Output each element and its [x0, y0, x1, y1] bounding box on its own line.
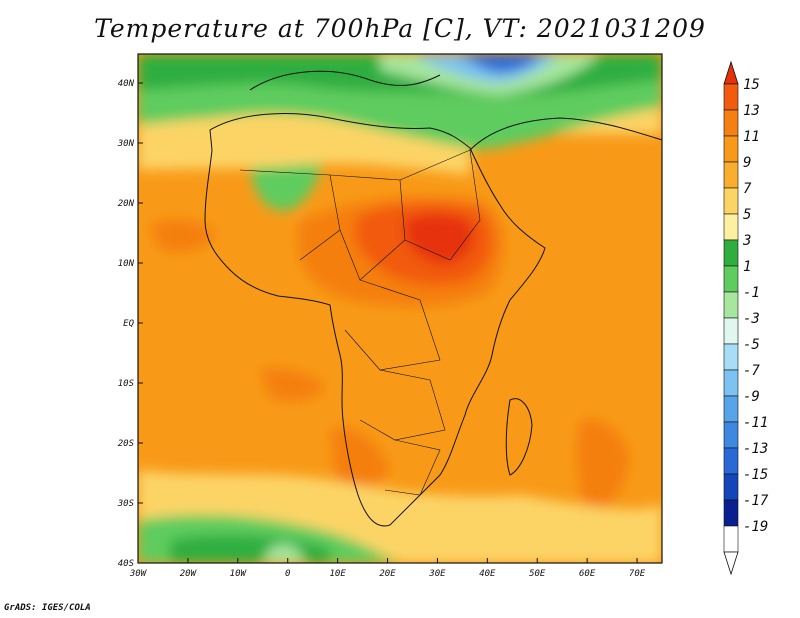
x-tick-label: 60E [579, 569, 596, 579]
colorbar-label: -7 [743, 363, 760, 379]
colorbar-label: 3 [742, 233, 751, 249]
y-tick-label: 10N [118, 259, 135, 269]
colorbar-segment [723, 499, 739, 527]
colorbar-segment [723, 473, 739, 501]
colorbar-segment [723, 343, 739, 371]
colorbar-segment [723, 265, 739, 293]
colorbar-label: -17 [743, 493, 769, 509]
colorbar-segment [723, 239, 739, 267]
y-tick-label: 20N [118, 199, 135, 209]
x-tick-label: 20E [379, 569, 396, 579]
x-tick-label: 10E [329, 569, 346, 579]
colorbar-top-arrow [723, 60, 739, 85]
y-tick-label: 30N [117, 139, 135, 149]
colorbar-label: -5 [743, 337, 760, 353]
colorbar-label: 13 [743, 103, 760, 119]
colorbar-label: 1 [743, 259, 751, 275]
colorbar-segment [723, 187, 739, 215]
x-tick-label: 70E [629, 569, 646, 579]
y-tick-label: EQ [123, 319, 134, 329]
colorbar-label: 7 [743, 181, 752, 197]
x-tick-label: 40E [479, 569, 496, 579]
map-frame [137, 53, 663, 564]
colorbar-segment [723, 447, 739, 475]
colorbar-segment [723, 421, 739, 449]
colorbar-bottom-arrow [723, 551, 739, 576]
x-axis: 30W 20W 10W 0 10E 20E 30E 40E 50E 60E 70E [129, 558, 646, 579]
y-tick-label: 20S [118, 439, 135, 449]
colorbar-label: -15 [743, 467, 768, 483]
colorbar-label: 5 [743, 207, 751, 223]
y-tick-label: 40S [118, 559, 135, 569]
colorbar-segment [723, 161, 739, 189]
footer-credit: GrADS: IGES/COLA [4, 603, 91, 613]
colorbar-label: 11 [743, 129, 760, 145]
x-tick-label: 0 [285, 569, 290, 579]
colorbar-segment [723, 135, 739, 163]
x-tick-label: 20W [180, 569, 198, 579]
x-tick-label: 10W [230, 569, 248, 579]
colorbar-segment [723, 369, 739, 397]
chart-title: Temperature at 700hPa [C], VT: 202103120… [94, 14, 706, 43]
colorbar-segment [723, 525, 739, 553]
colorbar-label: -11 [743, 415, 768, 431]
y-tick-label: 10S [118, 379, 135, 389]
y-axis: 40N 30N 20N 10N EQ 10S 20S 30S 40S [117, 79, 143, 569]
colorbar-label: -9 [743, 389, 760, 405]
x-tick-label: 30E [428, 569, 446, 579]
colorbar-segment [723, 83, 739, 111]
country-borders [239, 149, 481, 496]
x-tick-label: 30W [129, 569, 148, 579]
y-tick-label: 40N [118, 79, 135, 89]
colorbar-label: -3 [743, 311, 760, 327]
colorbar-label: -19 [743, 519, 768, 535]
colorbar-segment [723, 213, 739, 241]
colorbar-label: -13 [743, 441, 768, 457]
colorbar-segment [723, 291, 739, 319]
temperature-field [138, 54, 662, 563]
colorbar-segment [723, 109, 739, 137]
colorbar-label: 9 [743, 155, 751, 171]
colorbar-segment [723, 395, 739, 423]
colorbar-segment [723, 317, 739, 345]
colorbar: 15 13 11 9 7 5 3 1 -1 -3 -5 -7 -9 -11 -13 -15 -17 -19 [723, 60, 769, 576]
colorbar-label: 15 [743, 77, 760, 93]
y-tick-label: 30S [117, 499, 135, 509]
coastlines [204, 70, 662, 527]
x-tick-label: 50E [529, 569, 546, 579]
colorbar-label: -1 [743, 285, 760, 301]
